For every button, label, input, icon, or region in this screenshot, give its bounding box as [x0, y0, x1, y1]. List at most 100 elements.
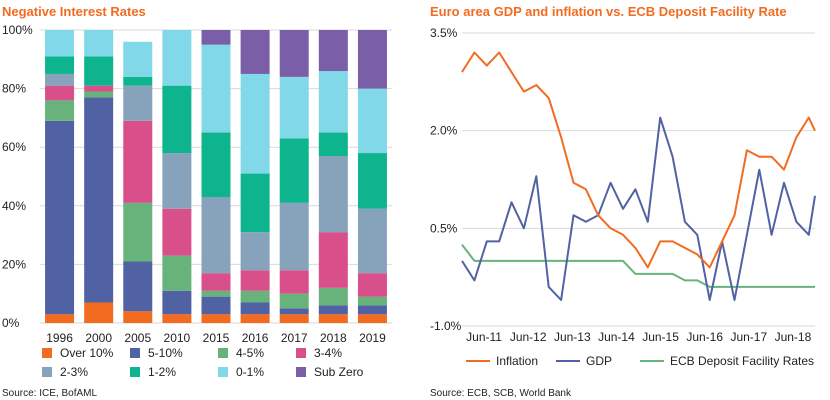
- bar-segment: [279, 308, 309, 315]
- bar-segment: [357, 153, 387, 209]
- bar-segment: [357, 296, 387, 306]
- bar-segment: [240, 30, 270, 74]
- left-x-tick-label: 2019: [359, 331, 386, 345]
- right-y-tick-label: -1.0%: [430, 319, 462, 333]
- bar-segment: [123, 202, 153, 262]
- bar-segment: [84, 97, 114, 303]
- legend-label: Inflation: [496, 354, 538, 368]
- bar-segment: [84, 30, 114, 57]
- bar-segment: [318, 232, 348, 288]
- bar-segment: [240, 73, 270, 174]
- bar-segment: [162, 290, 192, 315]
- bar-segment: [201, 197, 231, 274]
- legend-label: 3-4%: [314, 346, 342, 360]
- bar-segment: [45, 56, 75, 74]
- left-x-tick-label: 2005: [124, 331, 151, 345]
- left-x-tick-label: 2000: [85, 331, 112, 345]
- bar-segment: [123, 85, 153, 121]
- bar-segment: [45, 120, 75, 315]
- bar-segment: [45, 30, 75, 57]
- bar-segment: [201, 44, 231, 133]
- bar-segment: [279, 138, 309, 203]
- left-y-tick-label: 40%: [2, 199, 26, 213]
- bar-segment: [162, 30, 192, 86]
- left-chart-legend: Over 10% 5-10% 4-5% 3-4% 2-3% 1-2% 0-1% Sub Zer…: [42, 346, 364, 379]
- legend-swatch: [296, 348, 306, 358]
- legend-label: Sub Zero: [314, 365, 364, 379]
- bar-segment: [318, 155, 348, 233]
- bar-segment: [45, 314, 75, 323]
- bar-segment: [318, 305, 348, 315]
- legend-label: 1-2%: [148, 365, 176, 379]
- bar-segment: [357, 305, 387, 315]
- legend-swatch: [218, 367, 228, 377]
- right-x-tick-label: Jun-11: [466, 330, 502, 344]
- right-x-tick-label: Jun-14: [598, 330, 635, 344]
- series-line: [461, 116, 816, 301]
- bar-segment: [240, 270, 270, 291]
- right-x-tick-label: Jun-16: [686, 330, 723, 344]
- legend-swatch: [130, 348, 140, 358]
- bar-segment: [279, 76, 309, 139]
- legend-label: 0-1%: [236, 365, 264, 379]
- bar-segment: [357, 208, 387, 274]
- left-x-tick-label: 2015: [203, 331, 230, 345]
- bar-segment: [201, 132, 231, 198]
- right-y-tick-label: 2.0%: [430, 124, 458, 138]
- right-chart-lines: [461, 51, 816, 301]
- legend-swatch: [42, 367, 52, 377]
- left-chart-bars: [45, 30, 387, 323]
- left-chart-y-ticks: 0% 20% 40% 60% 80% 100%: [2, 23, 33, 330]
- left-x-tick-label: 2018: [320, 331, 347, 345]
- right-x-tick-label: Jun-18: [775, 330, 812, 344]
- legend-label: ECB Deposit Facility Rates: [670, 354, 814, 368]
- right-x-tick-label: Jun-15: [642, 330, 679, 344]
- bar-segment: [84, 91, 114, 98]
- left-x-tick-label: 2016: [242, 331, 269, 345]
- bar-segment: [201, 314, 231, 323]
- bar-segment: [318, 132, 348, 156]
- bar-segment: [201, 273, 231, 291]
- left-chart-x-ticks: 1996 2000 2005 2010 2015 2016 2017 2018 2019: [46, 331, 386, 345]
- right-x-tick-label: Jun-17: [730, 330, 767, 344]
- bar-segment: [357, 314, 387, 323]
- series-line: [461, 51, 816, 269]
- bar-segment: [357, 30, 387, 89]
- left-x-tick-label: 2010: [164, 331, 191, 345]
- bar-segment: [84, 302, 114, 323]
- bar-segment: [318, 287, 348, 306]
- bar-segment: [162, 153, 192, 209]
- bar-segment: [279, 314, 309, 323]
- bar-segment: [318, 314, 348, 323]
- left-x-tick-label: 1996: [46, 331, 73, 345]
- legend-label: Over 10%: [60, 346, 114, 360]
- bar-segment: [162, 314, 192, 323]
- right-chart-y-ticks: -1.0% 0.5% 2.0% 3.5%: [430, 26, 462, 333]
- bar-segment: [279, 202, 309, 271]
- right-chart-legend: Inflation GDP ECB Deposit Facility Rates: [466, 354, 814, 368]
- bar-segment: [45, 73, 75, 86]
- bar-segment: [279, 270, 309, 294]
- bar-segment: [201, 30, 231, 45]
- bar-segment: [318, 71, 348, 133]
- bar-segment: [162, 85, 192, 154]
- right-chart-source: Source: ECB, SCB, World Bank: [430, 388, 572, 399]
- bar-segment: [84, 56, 114, 86]
- series-line: [461, 243, 815, 288]
- bar-segment: [201, 296, 231, 315]
- bar-segment: [279, 293, 309, 309]
- right-chart-title: Euro area GDP and inflation vs. ECB Depo…: [430, 4, 787, 19]
- legend-swatch: [218, 348, 228, 358]
- right-y-tick-label: 3.5%: [430, 26, 458, 40]
- left-y-tick-label: 100%: [2, 23, 33, 37]
- legend-label: 4-5%: [236, 346, 264, 360]
- legend-label: 2-3%: [60, 365, 88, 379]
- bar-segment: [45, 85, 75, 101]
- left-y-tick-label: 0%: [2, 316, 20, 330]
- bar-segment: [123, 261, 153, 312]
- left-y-tick-label: 20%: [2, 257, 26, 271]
- right-x-tick-label: Jun-12: [510, 330, 547, 344]
- bar-segment: [240, 173, 270, 233]
- bar-segment: [279, 30, 309, 77]
